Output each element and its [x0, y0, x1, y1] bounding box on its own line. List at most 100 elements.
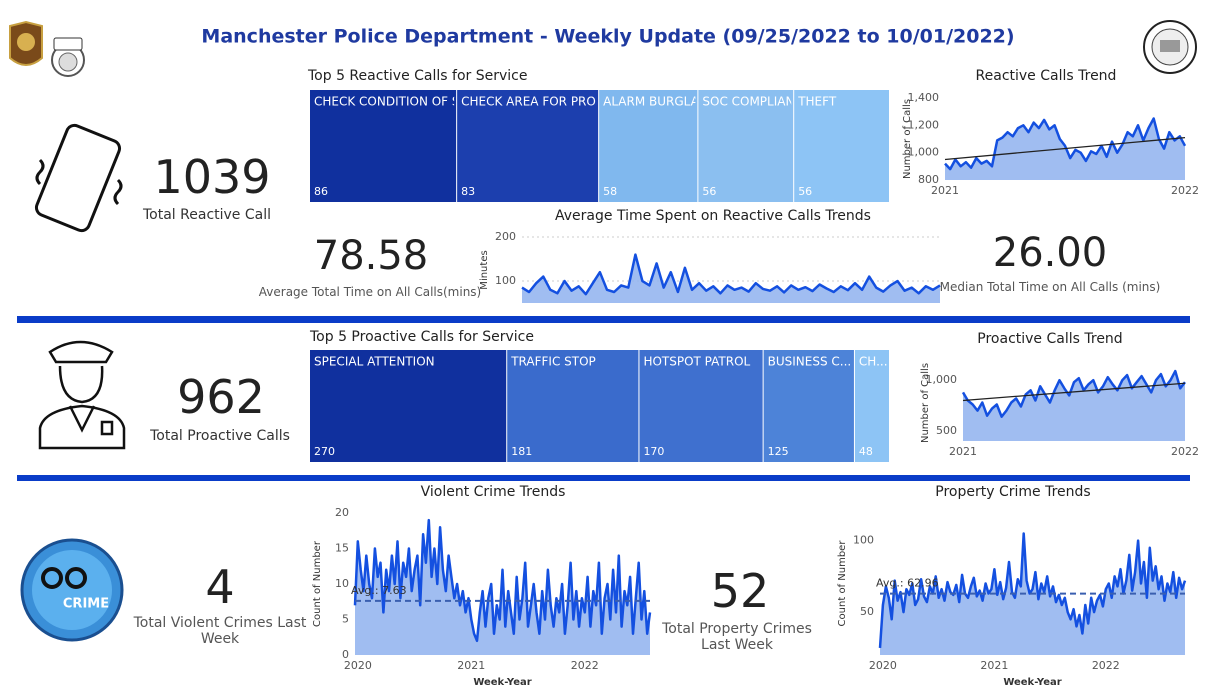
- chart-title: Average Time Spent on Reactive Calls Tre…: [555, 208, 871, 224]
- treemap-tile: [310, 350, 507, 462]
- tile-value: 270: [314, 445, 335, 458]
- tile-value: 181: [511, 445, 532, 458]
- tile-label: SPECIAL ATTENTION: [314, 355, 435, 369]
- y-tick-label: 5: [342, 613, 349, 626]
- x-tick-label: 2021: [980, 659, 1008, 672]
- y-tick-label: 0: [342, 648, 349, 661]
- crime-icon: CRIME: [20, 538, 124, 642]
- kpi-label: Total Reactive Call: [143, 207, 271, 223]
- line: [878, 532, 1187, 648]
- x-tick-label: 2021: [931, 184, 959, 197]
- kpi-value: 962: [177, 370, 265, 424]
- tile-label: CHECK CONDITION OF SUBJE...: [314, 95, 499, 109]
- treemap-tile: [599, 90, 698, 202]
- y-tick-label: 15: [335, 542, 349, 555]
- tile-value: 56: [702, 185, 716, 198]
- line: [961, 369, 1186, 418]
- section-divider: [17, 316, 1190, 323]
- tile-value: 83: [461, 185, 475, 198]
- trend-line: [944, 136, 1186, 161]
- x-tick-label: 2020: [869, 659, 897, 672]
- kpi-value: 78.58: [313, 233, 429, 279]
- y-axis-label: Minutes: [479, 250, 490, 289]
- treemap-tile: [794, 90, 889, 202]
- y-tick-label: 200: [495, 230, 516, 243]
- x-axis-label: Week-Year: [1003, 677, 1061, 688]
- kpi-value: 52: [710, 564, 770, 618]
- y-tick-label: 1,000: [908, 146, 940, 159]
- badge-logo: [9, 20, 85, 77]
- y-tick-label: 100: [495, 274, 516, 287]
- kpi-value: 4: [205, 560, 235, 614]
- y-tick-label: 100: [853, 534, 874, 547]
- tile-label: BUSINESS C...: [768, 355, 852, 369]
- y-tick-label: 1,000: [926, 373, 958, 386]
- kpi-label: Total Property Crimes Last Week: [662, 621, 812, 653]
- line: [521, 253, 941, 296]
- x-tick-label: 2022: [1171, 184, 1199, 197]
- average-label: Avg.: 7.63: [351, 584, 407, 597]
- city-seal: [1143, 20, 1197, 74]
- tile-label: TRAFFIC STOP: [510, 355, 596, 369]
- y-tick-label: 500: [936, 424, 957, 437]
- x-tick-label: 2022: [1092, 659, 1120, 672]
- tile-value: 170: [643, 445, 664, 458]
- tile-label: HOTSPOT PATROL: [643, 355, 750, 369]
- tile-label: SOC COMPLIANCE: [702, 95, 810, 109]
- y-axis-label: Count of Number: [312, 540, 323, 627]
- tile-label: THEFT: [797, 95, 837, 109]
- kpi-label: Average Total Time on All Calls(mins): [258, 285, 482, 299]
- tile-value: 56: [798, 185, 812, 198]
- svg-text:CRIME: CRIME: [63, 597, 109, 612]
- tile-label: ALARM BURGLARY: [603, 95, 714, 109]
- kpi-label: Total Violent Crimes Last Week: [133, 615, 307, 647]
- y-tick-label: 1,200: [908, 118, 940, 131]
- y-axis-label: Count of Number: [837, 540, 848, 627]
- area: [963, 371, 1185, 441]
- y-tick-label: 20: [335, 506, 349, 519]
- chart-title: Property Crime Trends: [935, 484, 1090, 500]
- average-label: Avg.: 62.96: [876, 577, 939, 590]
- chart-title: Reactive Calls Trend: [976, 68, 1117, 84]
- y-tick-label: 1,400: [908, 91, 940, 104]
- chart-title: Top 5 Proactive Calls for Service: [309, 329, 534, 345]
- line: [944, 117, 1187, 171]
- kpi-label: Median Total Time on All Calls (mins): [939, 280, 1161, 294]
- y-axis-label: Number of Calls: [920, 363, 931, 443]
- chart-title: Top 5 Reactive Calls for Service: [307, 68, 527, 84]
- area: [945, 118, 1185, 180]
- officer-icon: [38, 340, 126, 450]
- kpi-value: 26.00: [992, 230, 1108, 276]
- x-axis-label: Week-Year: [473, 677, 531, 688]
- y-tick-label: 800: [918, 173, 939, 186]
- treemap-tile: [639, 350, 763, 462]
- treemap-tile: [507, 350, 639, 462]
- treemap-tile: [763, 350, 854, 462]
- dashboard-title: Manchester Police Department - Weekly Up…: [201, 26, 1014, 48]
- treemap-tile: [854, 350, 889, 462]
- kpi-value: 1039: [153, 150, 271, 204]
- area: [522, 254, 940, 303]
- kpi-label: Total Proactive Calls: [150, 428, 290, 444]
- x-tick-label: 2020: [344, 659, 372, 672]
- x-tick-label: 2021: [457, 659, 485, 672]
- tile-label: CH...: [859, 355, 888, 369]
- tile-label: CHECK AREA FOR PROBLEM: [461, 95, 629, 109]
- phone-icon: [34, 123, 123, 233]
- tile-value: 48: [859, 445, 873, 458]
- treemap-tile: [698, 90, 794, 202]
- line: [353, 518, 652, 643]
- trend-line: [962, 382, 1186, 402]
- y-tick-label: 10: [335, 577, 349, 590]
- chart-title: Proactive Calls Trend: [977, 331, 1122, 347]
- treemap-tile: [310, 90, 457, 202]
- x-tick-label: 2022: [1171, 445, 1199, 458]
- tile-value: 58: [603, 185, 617, 198]
- x-tick-label: 2022: [571, 659, 599, 672]
- y-axis-label: Number of Calls: [902, 99, 913, 179]
- tile-value: 86: [314, 185, 328, 198]
- x-tick-label: 2021: [949, 445, 977, 458]
- tile-value: 125: [768, 445, 789, 458]
